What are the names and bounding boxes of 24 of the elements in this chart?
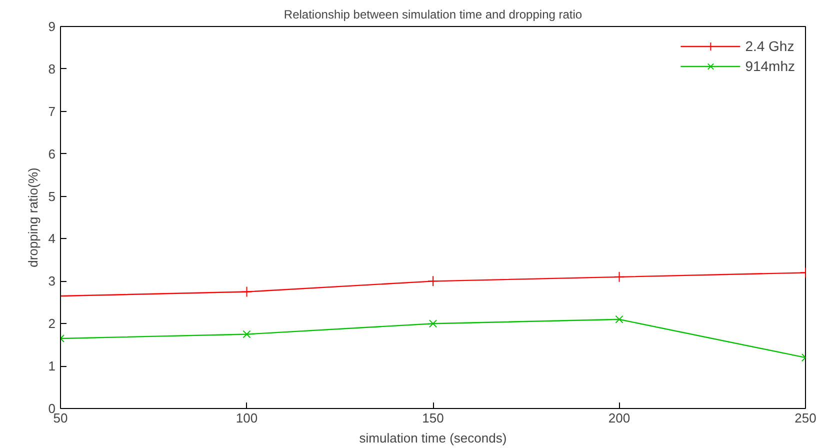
legend-label: 914mhz — [745, 58, 795, 74]
point — [241, 286, 252, 298]
y-tick-label: 8 — [48, 61, 56, 76]
y-tick-label: 5 — [48, 188, 56, 204]
y-tick-label: 9 — [48, 19, 56, 34]
y-tick-label: 7 — [48, 104, 56, 119]
x-tick-label: 100 — [236, 410, 258, 426]
point — [428, 276, 438, 287]
legend-label: 2.4 Ghz — [745, 38, 794, 54]
y-axis-title: dropping ratio(%) — [25, 168, 40, 268]
point — [614, 271, 625, 282]
y-tick-label: 3 — [48, 274, 56, 289]
x-tick-label: 200 — [608, 410, 630, 426]
chart-title: Relationship between simulation time and dropping ratio — [284, 8, 582, 22]
point — [242, 330, 251, 338]
y-tick-label: 4 — [48, 231, 56, 246]
y-tick-label: 1 — [48, 358, 56, 374]
point — [615, 315, 624, 324]
y-tick-label: 6 — [48, 146, 56, 162]
x-tick-label: 150 — [422, 410, 444, 426]
x-axis-title: simulation time (seconds) — [359, 430, 507, 446]
y-tick-label: 2 — [48, 316, 56, 332]
point — [428, 320, 438, 328]
x-tick-label: 250 — [794, 410, 816, 426]
